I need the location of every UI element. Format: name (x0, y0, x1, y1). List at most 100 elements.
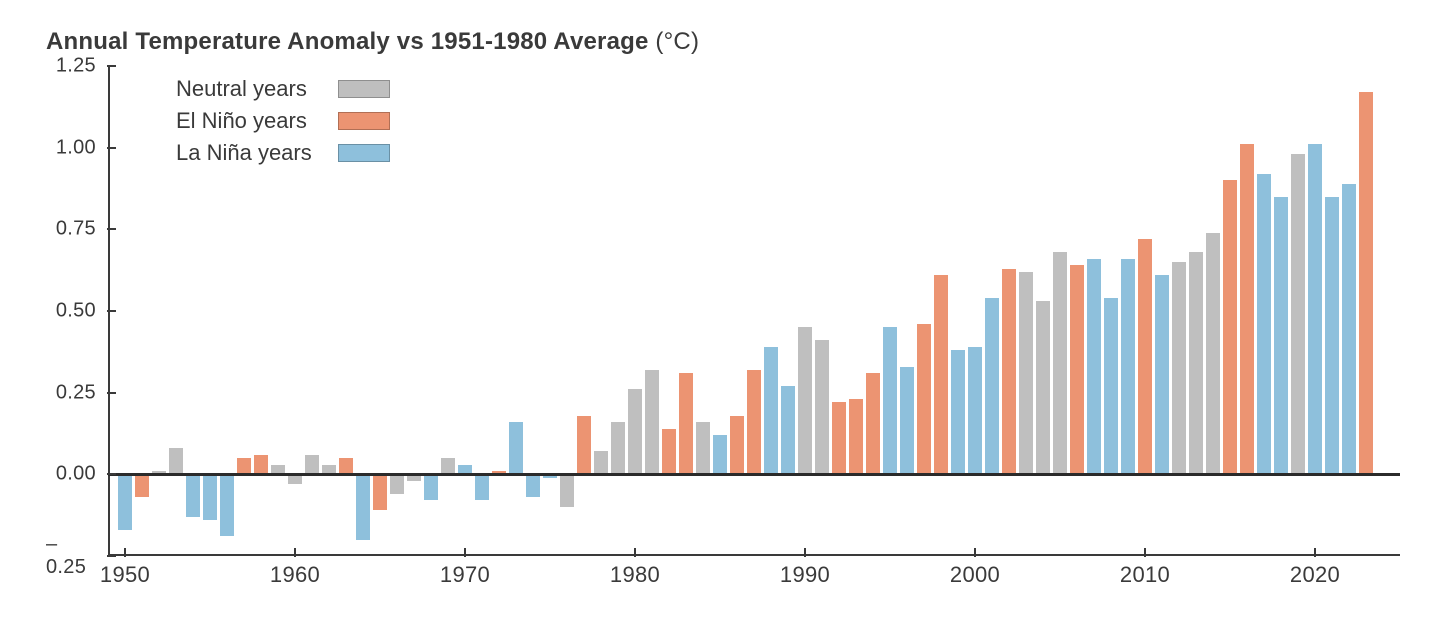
x-tick-label: 2000 (950, 562, 1000, 588)
legend-label: Neutral years (176, 76, 324, 102)
bar (220, 474, 233, 536)
bar (594, 451, 607, 474)
legend-swatch (338, 144, 390, 162)
bar (118, 474, 131, 530)
bar (866, 373, 879, 474)
bar (356, 474, 369, 539)
bar (1257, 174, 1270, 475)
y-tick (107, 392, 116, 394)
bar (1325, 197, 1338, 475)
bar (917, 324, 930, 474)
bar (832, 402, 845, 474)
bar (645, 370, 658, 475)
bar (1019, 272, 1032, 475)
bar (1053, 252, 1066, 474)
legend-swatch (338, 80, 390, 98)
x-tick-label: 1950 (100, 562, 150, 588)
bar (1002, 269, 1015, 475)
bar (1121, 259, 1134, 475)
y-tick (107, 473, 116, 475)
bar (662, 429, 675, 475)
bar (424, 474, 437, 500)
bar (135, 474, 148, 497)
bar (373, 474, 386, 510)
bar (203, 474, 216, 520)
y-tick-label: 0.00 (56, 463, 96, 486)
zero-line (108, 473, 1400, 476)
bar (305, 455, 318, 475)
bar (781, 386, 794, 474)
bar (611, 422, 624, 474)
bar (1070, 265, 1083, 474)
y-tick-label: 1.00 (56, 136, 96, 159)
x-axis: 19501960197019801990200020102020 (108, 556, 1400, 592)
legend-item: La Niña years (176, 140, 390, 166)
bar (526, 474, 539, 497)
chart-title: Annual Temperature Anomaly vs 1951-1980 … (46, 28, 1400, 56)
bar (577, 416, 590, 475)
bar (475, 474, 488, 500)
bar (560, 474, 573, 507)
bar (1342, 184, 1355, 475)
bar (713, 435, 726, 474)
chart-title-main: Annual Temperature Anomaly vs 1951-1980 … (46, 28, 649, 55)
legend: Neutral years El Niño years La Niña years (176, 76, 390, 166)
y-tick-label: 0.75 (56, 218, 96, 241)
bar (1223, 180, 1236, 474)
plot-area: Neutral years El Niño years La Niña years (108, 66, 1400, 556)
x-tick-label: 1970 (440, 562, 490, 588)
bar (900, 367, 913, 475)
legend-swatch (338, 112, 390, 130)
bar (849, 399, 862, 474)
y-tick-label: 0.25 (56, 381, 96, 404)
x-tick-label: 2020 (1290, 562, 1340, 588)
bar (1138, 239, 1151, 474)
bar (934, 275, 947, 474)
bar (1274, 197, 1287, 475)
bar (1172, 262, 1185, 474)
bar (1189, 252, 1202, 474)
bar (1206, 233, 1219, 475)
bar (883, 327, 896, 474)
bar (679, 373, 692, 474)
bar (628, 389, 641, 474)
bar (390, 474, 403, 494)
legend-label: La Niña years (176, 140, 324, 166)
y-tick-label: 0.50 (56, 300, 96, 323)
legend-label: El Niño years (176, 108, 324, 134)
bar (1036, 301, 1049, 474)
bar (1308, 144, 1321, 474)
bar (815, 340, 828, 474)
legend-item: Neutral years (176, 76, 390, 102)
bar (169, 448, 182, 474)
bar (764, 347, 777, 474)
bar (951, 350, 964, 474)
bar (747, 370, 760, 475)
y-tick-label: 1.25 (56, 55, 96, 78)
y-tick (107, 65, 116, 67)
x-tick-label: 1960 (270, 562, 320, 588)
bar (1104, 298, 1117, 474)
bar (798, 327, 811, 474)
chart-row: –0.250.000.250.500.751.001.25 Neutral ye… (46, 66, 1400, 556)
y-tick-label: –0.25 (46, 533, 96, 579)
x-tick-label: 2010 (1120, 562, 1170, 588)
bar (254, 455, 267, 475)
bar (985, 298, 998, 474)
bar (1155, 275, 1168, 474)
bar (968, 347, 981, 474)
y-tick (107, 228, 116, 230)
x-tick-label: 1980 (610, 562, 660, 588)
y-tick (107, 147, 116, 149)
x-tick-label: 1990 (780, 562, 830, 588)
bar (509, 422, 522, 474)
bar (730, 416, 743, 475)
bar (1087, 259, 1100, 475)
chart-title-unit: (°C) (655, 28, 699, 55)
bar (1359, 92, 1372, 474)
bar (1291, 154, 1304, 474)
chart-container: Annual Temperature Anomaly vs 1951-1980 … (0, 0, 1440, 625)
bar (1240, 144, 1253, 474)
y-axis: –0.250.000.250.500.751.001.25 (46, 66, 108, 556)
bar (186, 474, 199, 516)
